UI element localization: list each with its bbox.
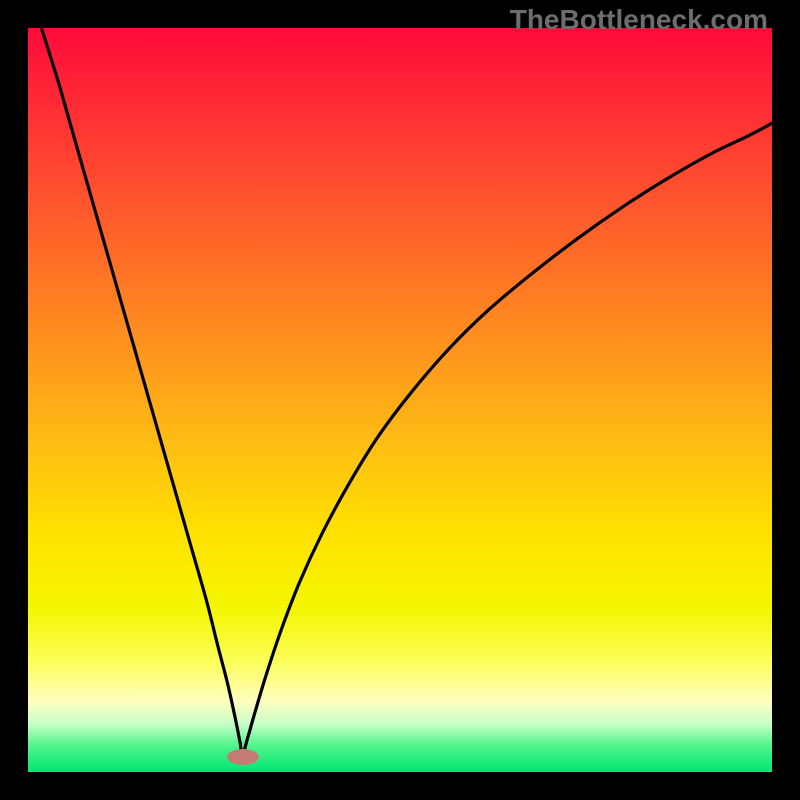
curve-minimum-marker — [227, 749, 259, 765]
curve-layer — [0, 0, 800, 800]
bottleneck-curve — [41, 28, 772, 756]
chart-container: TheBottleneck.com — [0, 0, 800, 800]
